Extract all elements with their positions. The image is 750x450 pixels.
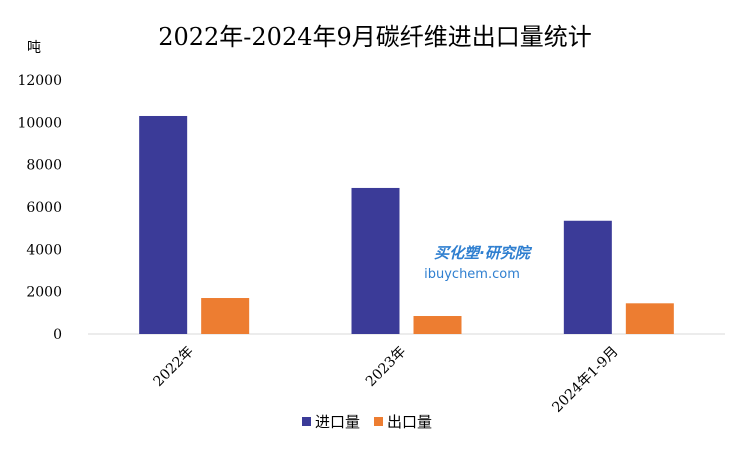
legend-swatch-1 bbox=[374, 417, 383, 426]
legend: 进口量 出口量 bbox=[302, 413, 432, 431]
x-axis-labels: 2022年 2023年 2024年1-9月 bbox=[151, 344, 622, 416]
x-category-label: 2024年1-9月 bbox=[549, 344, 621, 416]
x-category-label: 2022年 bbox=[151, 344, 197, 390]
legend-swatch-0 bbox=[302, 417, 311, 426]
watermark: 买化塑·研究院 ibuychem.com bbox=[424, 244, 533, 282]
y-tick-label: 6000 bbox=[26, 200, 62, 216]
legend-label-0: 进口量 bbox=[315, 413, 360, 431]
legend-label-1: 出口量 bbox=[387, 413, 432, 431]
bar-export-2 bbox=[625, 303, 674, 334]
bar-export-1 bbox=[413, 316, 462, 334]
x-category-label: 2023年 bbox=[363, 344, 409, 390]
bar-import-0 bbox=[139, 115, 188, 334]
y-tick-label: 0 bbox=[53, 327, 62, 343]
y-axis-ticks: 0 2000 4000 6000 8000 10000 12000 bbox=[17, 73, 62, 343]
chart-title: 2022年-2024年9月碳纤维进出口量统计 bbox=[158, 23, 592, 51]
y-tick-label: 12000 bbox=[17, 73, 62, 89]
y-axis-unit: 吨 bbox=[27, 40, 41, 56]
y-tick-label: 2000 bbox=[26, 285, 62, 301]
bar-import-1 bbox=[351, 187, 400, 334]
y-tick-label: 4000 bbox=[26, 242, 62, 258]
y-tick-label: 8000 bbox=[26, 158, 62, 174]
bar-import-2 bbox=[563, 220, 612, 334]
watermark-site: ibuychem.com bbox=[424, 267, 520, 282]
y-tick-label: 10000 bbox=[17, 115, 62, 131]
watermark-brand: 买化塑·研究院 bbox=[434, 244, 533, 262]
bars bbox=[139, 115, 674, 334]
bar-export-0 bbox=[201, 298, 250, 334]
